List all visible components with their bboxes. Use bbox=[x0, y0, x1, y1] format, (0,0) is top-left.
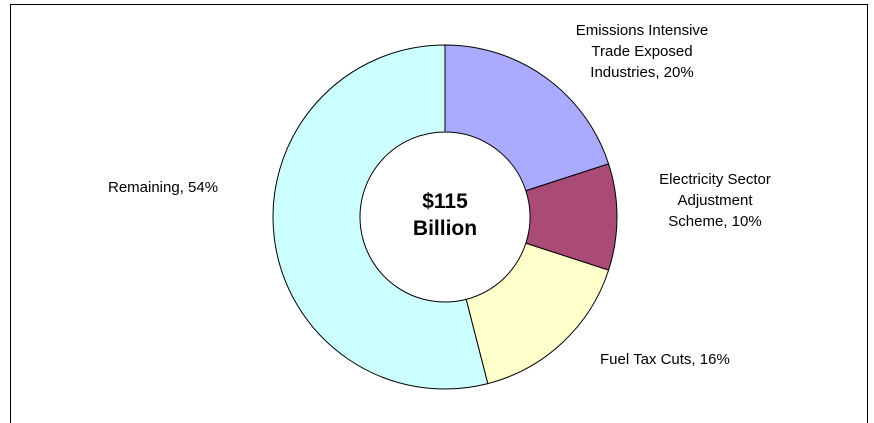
chart-frame bbox=[10, 4, 868, 423]
slice-label-electricity-line3: Scheme, 10% bbox=[668, 213, 762, 230]
slice-label-emissions-line1: Emissions Intensive bbox=[575, 22, 709, 39]
slice-emissions bbox=[444, 44, 610, 192]
slice-label-emissions: Emissions Intensive Trade Exposed Indust… bbox=[557, 20, 727, 83]
slice-label-remaining-line1: Remaining, 54% bbox=[108, 179, 219, 196]
slice-fuel-tax bbox=[465, 242, 610, 385]
slice-label-electricity-line1: Electricity Sector bbox=[659, 171, 771, 188]
slice-label-emissions-line3: Industries, 20% bbox=[590, 64, 694, 81]
slice-label-emissions-line2: Trade Exposed bbox=[591, 43, 693, 60]
donut-center-amount: $115 bbox=[422, 190, 468, 213]
slice-label-electricity: Electricity Sector Adjustment Scheme, 10… bbox=[640, 169, 790, 232]
donut-center-label: $115 Billion bbox=[385, 188, 505, 242]
donut-center-unit: Billion bbox=[412, 217, 478, 240]
slice-label-fuel-tax-line1: Fuel Tax Cuts, 16% bbox=[600, 351, 730, 368]
slice-label-electricity-line2: Adjustment bbox=[677, 192, 753, 209]
slice-label-remaining: Remaining, 54% bbox=[108, 177, 218, 198]
slice-label-fuel-tax: Fuel Tax Cuts, 16% bbox=[600, 349, 730, 370]
slice-remaining bbox=[272, 44, 489, 390]
